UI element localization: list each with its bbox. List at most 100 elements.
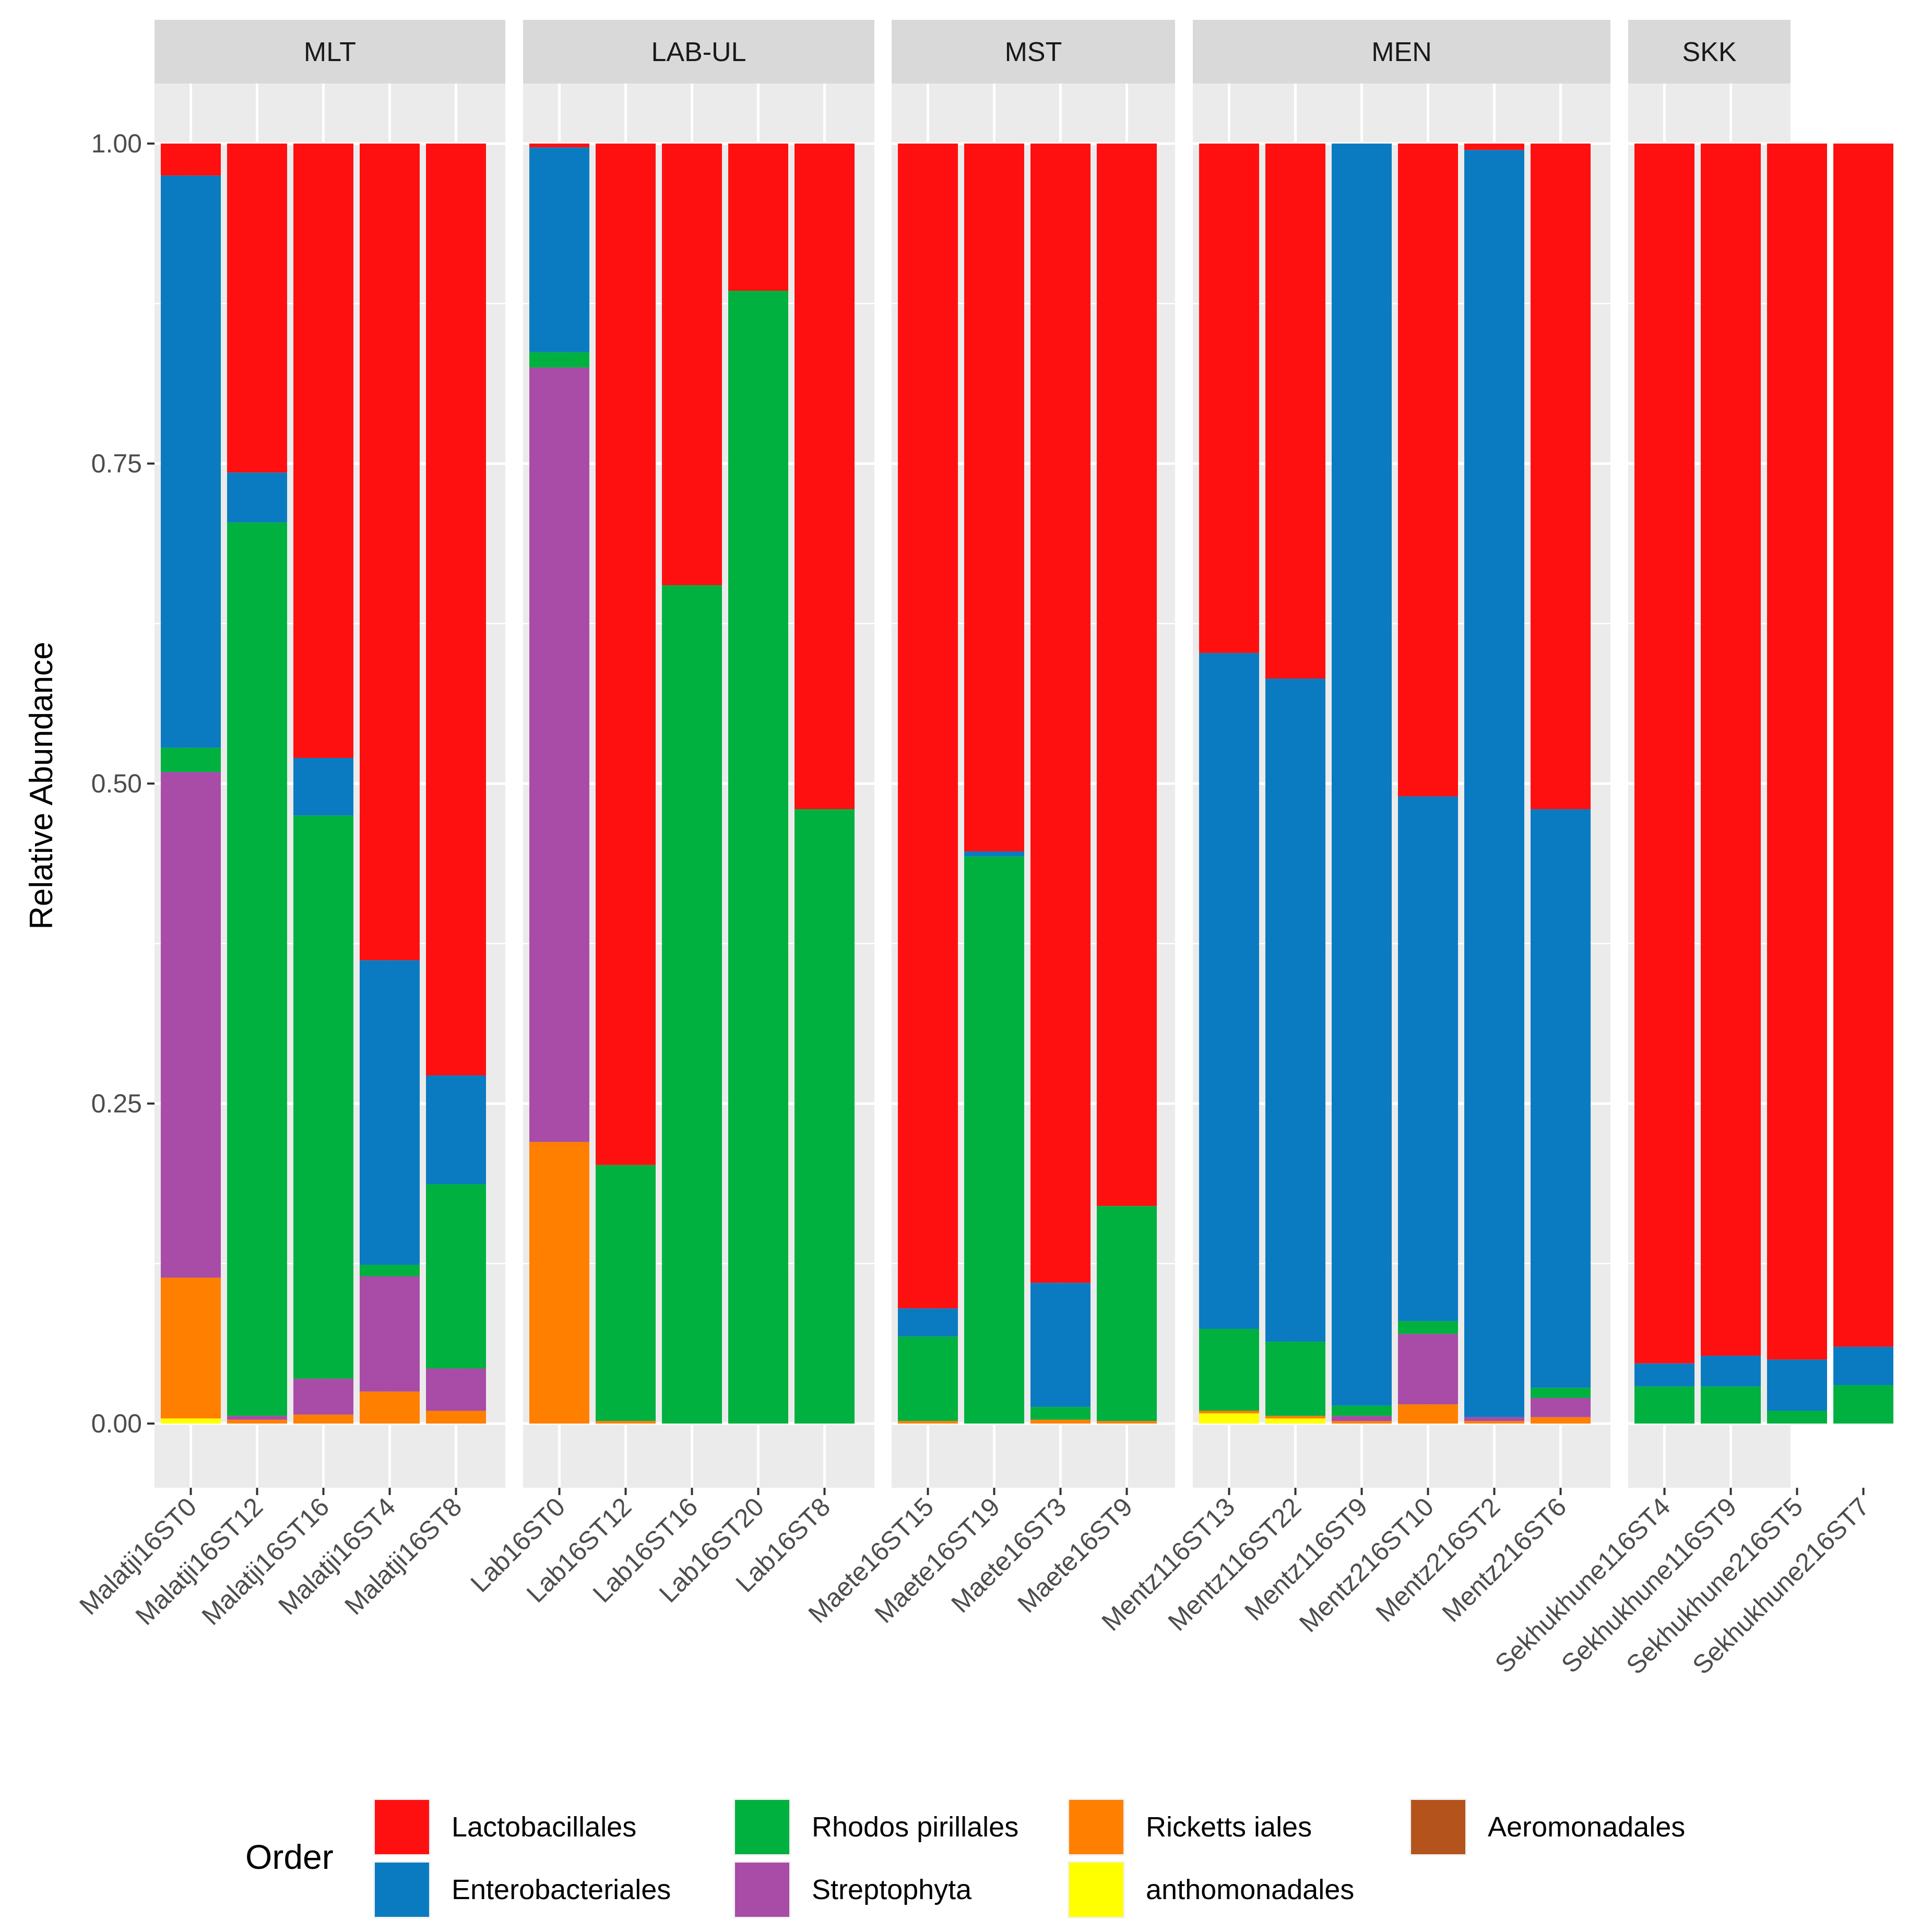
- bar-segment-lactobacillales: [227, 144, 287, 473]
- bar-segment-streptophyta: [161, 772, 221, 1278]
- y-tick-label: 0.00: [91, 1409, 142, 1438]
- legend-label: Streptophyta: [812, 1874, 972, 1905]
- bar-segment-rhodos-pirillales: [1199, 1329, 1259, 1411]
- bar-segment-rhodos-pirillales: [1265, 1342, 1325, 1416]
- bar-segment-enterobacteriales: [1265, 678, 1325, 1342]
- bar-segment-anthomonadales: [1199, 1413, 1259, 1424]
- facet-mlt: MLTMalatji16ST0Malatji16ST12Malatji16ST1…: [74, 20, 505, 1631]
- y-tick-label: 0.75: [91, 449, 142, 478]
- y-tick-label: 1.00: [91, 129, 142, 158]
- bar-segment-rhodos-pirillales: [1634, 1386, 1694, 1424]
- bar-Malatji16ST8: [426, 144, 486, 1424]
- bar-segment-rhodos-pirillales: [1701, 1386, 1761, 1424]
- bar-segment-streptophyta: [1464, 1417, 1524, 1421]
- bar-segment-streptophyta: [426, 1368, 486, 1411]
- bar-segment-rhodos-pirillales: [1332, 1405, 1392, 1416]
- bar-segment-lactobacillales: [795, 144, 855, 810]
- bar-segment-ricketts-iales: [1398, 1404, 1458, 1424]
- bar-segment-rhodos-pirillales: [529, 352, 589, 368]
- bar-segment-rhodos-pirillales: [964, 856, 1024, 1424]
- bar-Malatji16ST0: [161, 144, 221, 1424]
- bar-segment-lactobacillales: [1030, 144, 1091, 1283]
- bar-segment-ricketts-iales: [360, 1391, 420, 1424]
- bar-segment-ricketts-iales: [1097, 1421, 1157, 1424]
- legend-swatch: [1069, 1800, 1123, 1854]
- legend-title: Order: [245, 1838, 334, 1876]
- facet-strip: [1193, 20, 1610, 84]
- bar-segment-lactobacillales: [596, 144, 656, 1165]
- y-tick-label: 0.50: [91, 769, 142, 798]
- bar-segment-enterobacteriales: [1634, 1363, 1694, 1386]
- bar-Sekhukhune116ST4: [1634, 144, 1694, 1424]
- bar-segment-ricketts-iales: [161, 1277, 221, 1419]
- bar-Maete16ST19: [964, 144, 1024, 1424]
- bar-Mentz216ST6: [1531, 144, 1591, 1424]
- bar-segment-rhodos-pirillales: [728, 290, 788, 1424]
- legend-label: Ricketts iales: [1146, 1811, 1312, 1843]
- legend-label: Rhodos pirillales: [812, 1811, 1018, 1843]
- bar-segment-enterobacteriales: [1701, 1356, 1761, 1386]
- bar-segment-lactobacillales: [1398, 144, 1458, 797]
- bar-Malatji16ST4: [360, 144, 420, 1424]
- legend-swatch: [735, 1800, 789, 1854]
- bar-segment-ricketts-iales: [1265, 1416, 1325, 1419]
- bar-segment-lactobacillales: [1265, 144, 1325, 679]
- bar-segment-anthomonadales: [1265, 1418, 1325, 1424]
- bar-segment-enterobacteriales: [1833, 1346, 1893, 1385]
- bar-segment-rhodos-pirillales: [1531, 1388, 1591, 1398]
- bar-segment-lactobacillales: [293, 144, 353, 758]
- facet-strip-label: MST: [1005, 37, 1062, 67]
- facet-strip: [1628, 20, 1791, 84]
- bar-segment-rhodos-pirillales: [898, 1336, 958, 1421]
- legend-swatch: [1411, 1800, 1465, 1854]
- bar-segment-ricketts-iales: [1030, 1419, 1091, 1424]
- bar-segment-ricketts-iales: [293, 1414, 353, 1424]
- bar-segment-enterobacteriales: [1767, 1359, 1827, 1411]
- bar-segment-lactobacillales: [1199, 144, 1259, 653]
- bar-segment-ricketts-iales: [529, 1142, 589, 1424]
- facet-strip-label: LAB-UL: [651, 37, 746, 67]
- legend-swatch: [1069, 1863, 1123, 1917]
- bar-Mentz116ST22: [1265, 144, 1325, 1424]
- bar-Lab16ST8: [795, 144, 855, 1424]
- bar-segment-rhodos-pirillales: [1767, 1411, 1827, 1424]
- y-axis: 0.00 0.25 0.50 0.75 1.00: [91, 129, 155, 1438]
- bar-segment-streptophyta: [529, 368, 589, 1142]
- legend-entry: anthomonadales: [1068, 1861, 1354, 1918]
- bar-segment-enterobacteriales: [1464, 150, 1524, 1417]
- bar-segment-lactobacillales: [1097, 144, 1157, 1206]
- bar-segment-enterobacteriales: [1531, 809, 1591, 1388]
- bar-Malatji16ST12: [227, 144, 287, 1424]
- y-axis-title: Relative Abundance: [23, 642, 60, 930]
- bar-Mentz216ST2: [1464, 144, 1524, 1424]
- legend-entry: Aeromonadales: [1409, 1798, 1685, 1856]
- bar-segment-lactobacillales: [1531, 144, 1591, 810]
- bar-Mentz116ST13: [1199, 144, 1259, 1424]
- bar-segment-rhodos-pirillales: [293, 815, 353, 1379]
- bar-Sekhukhune216ST5: [1767, 144, 1827, 1424]
- bar-segment-enterobacteriales: [529, 147, 589, 352]
- bar-Maete16ST15: [898, 144, 958, 1424]
- bar-segment-enterobacteriales: [964, 851, 1024, 857]
- bar-segment-rhodos-pirillales: [426, 1184, 486, 1369]
- bar-segment-rhodos-pirillales: [1030, 1407, 1091, 1420]
- bar-segment-ricketts-iales: [596, 1421, 656, 1424]
- legend-entry: Ricketts iales: [1068, 1798, 1312, 1856]
- bar-segment-lactobacillales: [1701, 144, 1761, 1356]
- legend-entry: Streptophyta: [733, 1861, 972, 1918]
- bar-segment-rhodos-pirillales: [1833, 1385, 1893, 1424]
- bar-segment-streptophyta: [360, 1276, 420, 1392]
- bar-segment-anthomonadales: [161, 1418, 221, 1424]
- facet-strip-label: SKK: [1682, 37, 1736, 67]
- legend-entry: Lactobacillales: [373, 1798, 636, 1856]
- bar-segment-rhodos-pirillales: [1097, 1206, 1157, 1421]
- bar-Maete16ST9: [1097, 144, 1157, 1424]
- legend-entry: Rhodos pirillales: [733, 1798, 1018, 1856]
- legend-swatch: [375, 1863, 429, 1917]
- bar-segment-rhodos-pirillales: [161, 748, 221, 772]
- bar-segment-enterobacteriales: [293, 757, 353, 816]
- bar-segment-lactobacillales: [161, 144, 221, 176]
- bar-segment-enterobacteriales: [1398, 796, 1458, 1321]
- bar-segment-enterobacteriales: [1332, 144, 1392, 1406]
